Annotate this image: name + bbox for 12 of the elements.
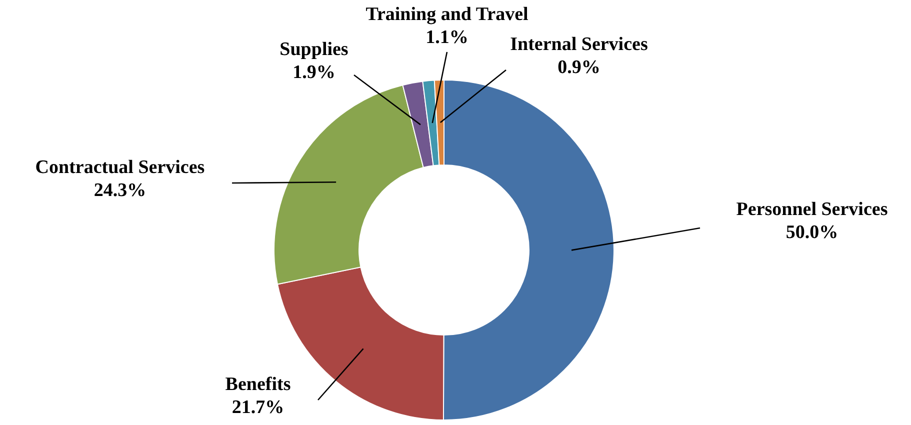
data-label: 1.9%: [292, 62, 336, 83]
data-label: 50.0%: [786, 222, 838, 243]
slice-label: Benefits: [225, 374, 291, 395]
slice-label: Training and Travel: [366, 4, 528, 25]
slice-label: Personnel Services: [736, 199, 888, 220]
data-label: 1.1%: [426, 27, 468, 48]
data-label: 24.3%: [94, 180, 146, 201]
data-label: 21.7%: [232, 397, 284, 418]
data-label: 0.9%: [558, 57, 600, 78]
slice-label: Contractual Services: [35, 157, 205, 178]
slice-label: Internal Services: [510, 34, 648, 55]
slice-label: Supplies: [280, 39, 348, 60]
